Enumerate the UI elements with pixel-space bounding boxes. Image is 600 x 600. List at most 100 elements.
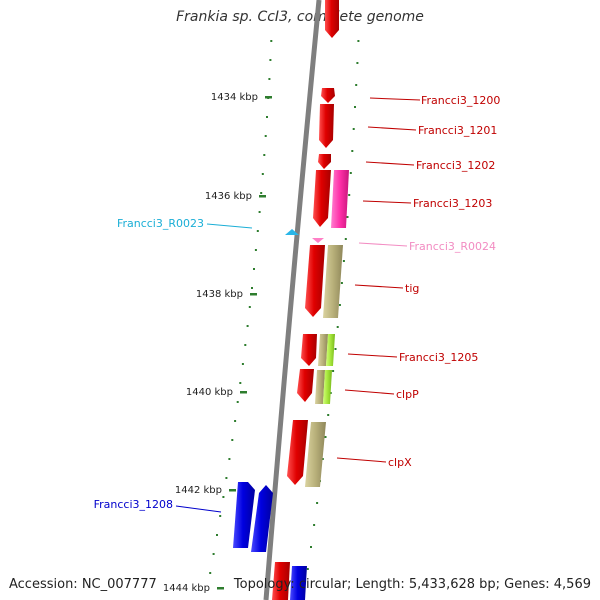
track-dot: [332, 370, 335, 372]
trna-arrow[interactable]: [285, 229, 299, 235]
track-dot: [338, 304, 341, 306]
cds-forward-arrow[interactable]: [318, 154, 331, 169]
cds-forward-arrow[interactable]: [301, 334, 317, 366]
track-dot: [264, 135, 267, 137]
cog-bar[interactable]: [331, 170, 349, 228]
leader-line: [206, 223, 253, 229]
scale-label: 1438 kbp: [196, 289, 243, 300]
cds-forward-arrow[interactable]: [319, 104, 334, 148]
cds-reverse-arrow[interactable]: [290, 566, 307, 600]
track-dot: [219, 515, 222, 517]
track-dot: [270, 40, 273, 42]
track-dot: [269, 59, 272, 61]
cds-forward-arrow[interactable]: [305, 245, 325, 317]
leader-line: [347, 353, 398, 358]
scale-label: 1440 kbp: [186, 387, 233, 398]
feature-Francci3_R0024[interactable]: [312, 238, 324, 243]
cog-bar[interactable]: [323, 370, 332, 404]
feature-label[interactable]: Francci3_1200: [421, 94, 500, 107]
track-dot: [340, 282, 343, 284]
track-dot: [334, 348, 337, 350]
track-dot: [346, 216, 349, 218]
leader-line: [367, 126, 417, 131]
track-dot: [313, 524, 316, 526]
cog-bar[interactable]: [326, 334, 335, 366]
track-dot: [261, 173, 264, 175]
feature-label[interactable]: Francci3_1203: [413, 197, 492, 210]
track-dot: [355, 84, 358, 86]
feature-Francci3_R0023[interactable]: [285, 229, 299, 235]
track-dot: [225, 477, 228, 479]
feature-label[interactable]: Francci3_1205: [399, 351, 478, 364]
feature-tig[interactable]: [305, 245, 343, 318]
track-dot: [246, 325, 249, 327]
leader-line: [362, 200, 412, 204]
cds-forward-arrow[interactable]: [272, 562, 290, 600]
cog-bar[interactable]: [315, 370, 325, 404]
cog-bar[interactable]: [305, 422, 326, 487]
feature-label[interactable]: tig: [405, 282, 419, 295]
track-dot: [251, 287, 253, 289]
track-dot: [336, 326, 339, 328]
outer-dotted-track: [209, 40, 273, 574]
cds-forward-arrow[interactable]: [287, 420, 308, 485]
cds-reverse-arrow[interactable]: [233, 482, 255, 548]
cds-forward-arrow[interactable]: [297, 369, 314, 402]
scale-labels: 1434 kbp 1436 kbp 1438 kbp 1440 kbp 1442…: [163, 92, 258, 594]
track-dot: [316, 502, 319, 504]
feature-Francci3_1202[interactable]: [318, 154, 331, 169]
scale-ticks: [217, 96, 272, 590]
scale-tick: [240, 391, 247, 394]
feature-label[interactable]: clpX: [388, 456, 412, 469]
track-dot: [266, 116, 268, 118]
track-dot: [254, 249, 257, 251]
feature-clpP[interactable]: [297, 369, 332, 404]
feature-clpX[interactable]: [287, 420, 326, 487]
track-dot: [236, 401, 239, 403]
genome-backbone: [263, 0, 322, 600]
feature-Francci3_1203[interactable]: [313, 170, 349, 228]
feature-label[interactable]: Francci3_1202: [416, 159, 495, 172]
track-dot: [324, 436, 327, 438]
track-dot: [258, 211, 261, 213]
track-dot: [310, 546, 312, 548]
feature-label[interactable]: clpP: [396, 388, 419, 401]
leader-line: [365, 161, 415, 166]
feature-Francci3_1205[interactable]: [301, 334, 335, 366]
track-dot: [222, 496, 225, 498]
track-dot: [352, 128, 355, 130]
scale-tick: [250, 293, 257, 296]
track-dot: [268, 78, 271, 80]
feature-label[interactable]: Francci3_R0023: [117, 217, 204, 230]
track-dot: [356, 62, 359, 64]
cds-forward-arrow[interactable]: [313, 170, 331, 227]
cds-forward-arrow[interactable]: [321, 88, 335, 103]
rna-arrow[interactable]: [312, 238, 324, 243]
scale-label: 1436 kbp: [205, 191, 252, 202]
feature-bottom[interactable]: [272, 562, 307, 600]
feature-label[interactable]: Francci3_1201: [418, 124, 497, 137]
scale-tick: [265, 96, 272, 99]
topology-text: Topology: circular; Length: 5,433,628 bp…: [233, 577, 591, 592]
cog-bar[interactable]: [318, 334, 328, 366]
track-dot: [241, 363, 244, 365]
cds-reverse-arrow[interactable]: [251, 485, 273, 552]
track-dot: [329, 392, 332, 394]
track-dot: [256, 230, 259, 232]
track-dot: [344, 238, 347, 240]
leader-lines: [175, 97, 421, 513]
track-dot: [248, 306, 251, 308]
cog-bar[interactable]: [323, 245, 343, 318]
track-dot: [244, 344, 247, 346]
feature-Francci3_1201[interactable]: [319, 104, 334, 148]
cds-forward-arrow[interactable]: [325, 0, 339, 38]
feature-label[interactable]: Francci3_R0024: [409, 240, 496, 253]
feature-Francci3_1208[interactable]: [233, 482, 273, 552]
scale-label: 1442 kbp: [175, 485, 222, 496]
feature-Francci3_top[interactable]: [325, 0, 339, 38]
feature-label[interactable]: Francci3_1208: [94, 498, 173, 511]
scale-label: 1444 kbp: [163, 583, 210, 594]
feature-Francci3_1200[interactable]: [321, 88, 335, 103]
scale-tick: [259, 195, 266, 198]
